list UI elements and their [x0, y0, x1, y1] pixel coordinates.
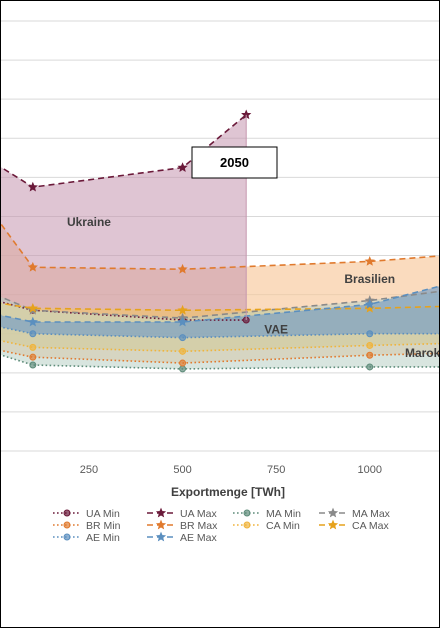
- legend-swatch-marker: [63, 533, 71, 541]
- legend-swatch-marker: [155, 507, 167, 518]
- data-point: [366, 341, 374, 349]
- data-point: [364, 256, 375, 266]
- series-ca-max: [1, 302, 439, 315]
- x-ticks: 250 500 750 1000: [80, 464, 382, 476]
- band-ua: [1, 114, 247, 321]
- data-point: [366, 351, 374, 359]
- legend-item-ma-min: MA Min: [233, 508, 301, 520]
- data-point: [366, 330, 374, 338]
- legend-item-br-min: BR Min: [53, 520, 121, 532]
- series-ae-max: [1, 285, 439, 327]
- legend-item-ae-max: AE Max: [147, 531, 218, 544]
- region-label-vae: VAE: [264, 323, 288, 337]
- series-br-max: [1, 222, 439, 274]
- year-label: 2050: [220, 155, 249, 170]
- legend: UA Min UA Max MA Min MA Max BR Min BR Max CA M…: [53, 507, 391, 544]
- series-ae-min: [1, 326, 439, 342]
- legend-swatch-marker: [63, 521, 71, 529]
- data-point: [177, 263, 188, 274]
- data-point: [364, 299, 375, 309]
- x-tick-label: 500: [173, 464, 191, 476]
- x-axis-title: Exportmenge [TWh]: [171, 485, 285, 499]
- legend-label: BR Max: [180, 520, 218, 532]
- region-label-ukraine: Ukraine: [67, 215, 111, 229]
- data-point: [364, 302, 375, 313]
- data-point: [27, 302, 38, 313]
- data-point: [366, 363, 374, 371]
- data-point: [27, 261, 38, 272]
- x-tick-label: 1000: [358, 464, 382, 476]
- data-point: [27, 181, 38, 192]
- data-point: [179, 359, 187, 367]
- region-label-brasilien: Brasilien: [344, 272, 395, 286]
- data-point: [179, 347, 187, 355]
- legend-item-ua-min: UA Min: [53, 508, 120, 520]
- series-line: [1, 302, 439, 312]
- legend-swatch-marker: [63, 509, 71, 517]
- data-point: [179, 365, 187, 373]
- data-point: [27, 316, 38, 327]
- legend-item-ca-max: CA Max: [319, 519, 390, 532]
- data-point: [177, 304, 188, 315]
- year-annotation: 2050: [191, 146, 278, 179]
- year-box: [191, 146, 278, 179]
- series: [1, 109, 439, 373]
- legend-item-ma-max: MA Max: [319, 507, 391, 520]
- legend-swatch-marker: [243, 521, 251, 529]
- series-br-min: [1, 349, 439, 367]
- legend-label: AE Max: [180, 532, 218, 544]
- legend-swatch-marker: [155, 531, 167, 542]
- data-point: [29, 343, 37, 351]
- series-ua-max: [1, 109, 252, 192]
- legend-swatch-marker: [155, 519, 167, 530]
- legend-swatch-marker: [327, 507, 339, 518]
- legend-label: CA Min: [266, 520, 300, 532]
- legend-label: AE Min: [86, 532, 120, 544]
- data-point: [29, 361, 37, 369]
- data-point: [29, 353, 37, 361]
- legend-item-ae-min: AE Min: [53, 532, 120, 544]
- legend-item-ca-min: CA Min: [233, 520, 300, 532]
- series-ma-min: [1, 354, 439, 373]
- legend-label: BR Min: [86, 520, 121, 532]
- legend-item-br-max: BR Max: [147, 519, 218, 532]
- legend-label: UA Min: [86, 508, 120, 520]
- x-tick-label: 250: [80, 464, 98, 476]
- legend-swatch-marker: [327, 519, 339, 530]
- series-line: [1, 301, 247, 321]
- legend-swatch-marker: [243, 509, 251, 517]
- legend-label: MA Max: [352, 508, 391, 520]
- x-tick-label: 750: [267, 464, 285, 476]
- legend-item-ua-max: UA Max: [147, 507, 218, 520]
- data-point: [29, 330, 37, 338]
- legend-label: MA Min: [266, 508, 301, 520]
- series-line: [1, 114, 247, 188]
- data-point: [177, 316, 188, 327]
- region-label-marokko: Marokko: [405, 346, 439, 360]
- series-line: [1, 285, 439, 323]
- legend-label: UA Max: [180, 508, 218, 520]
- legend-label: CA Max: [352, 520, 390, 532]
- band-ae: [1, 286, 439, 338]
- region-labels: Ukraine Brasilien VAE Marokko: [67, 215, 439, 360]
- data-point: [177, 162, 188, 172]
- series-ca-min: [1, 339, 439, 355]
- data-point: [179, 334, 187, 342]
